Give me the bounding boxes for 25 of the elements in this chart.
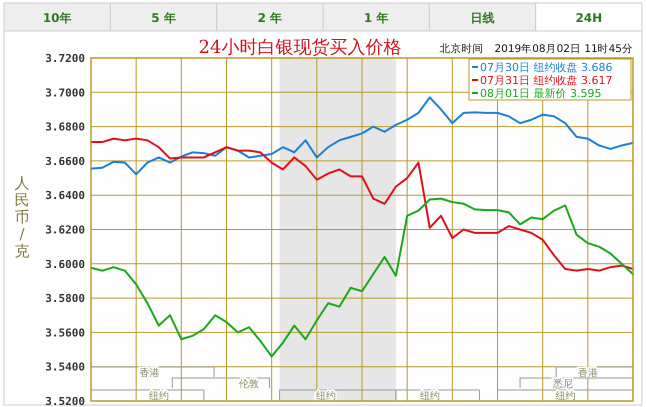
y-tick-label: 3.5200 xyxy=(45,395,85,407)
y-tick-label: 3.6600 xyxy=(45,154,85,168)
legend-label: 07月30日 纽约收盘 3.686 xyxy=(480,61,612,74)
chart-title: 24小时白银现货买入价格 xyxy=(198,37,402,58)
y-tick-label: 3.6000 xyxy=(45,258,85,271)
annotation: 伦敦 xyxy=(239,378,260,390)
y-tick-label: 3.6800 xyxy=(45,120,85,134)
y-tick-label: 3.5600 xyxy=(45,326,85,340)
y-tick-label: 3.7000 xyxy=(45,86,85,100)
annotation: 香港 xyxy=(140,367,160,379)
y-tick-label: 3.5800 xyxy=(45,292,85,306)
annotation: 悉尼 xyxy=(552,378,573,390)
y-tick-label: 3.7200 xyxy=(45,52,85,65)
annotation: 纽约 xyxy=(420,390,440,402)
y-tick-label: 3.5400 xyxy=(45,360,85,374)
y-axis-title: 人民币/克 xyxy=(14,174,30,260)
y-tick-label: 3.6400 xyxy=(45,189,85,202)
chart-subtitle: 北京时间 2019年08月02日 11时45分 xyxy=(439,42,633,55)
legend-label: 07月31日 纽约收盘 3.617 xyxy=(480,74,612,87)
legend-label: 08月01日 最新价 3.595 xyxy=(480,87,602,100)
y-tick-label: 3.6200 xyxy=(45,224,85,236)
annotation: 纽约 xyxy=(555,390,576,402)
line-series xyxy=(90,198,634,358)
annotation: 纽约 xyxy=(148,390,169,402)
line-series xyxy=(90,138,634,272)
